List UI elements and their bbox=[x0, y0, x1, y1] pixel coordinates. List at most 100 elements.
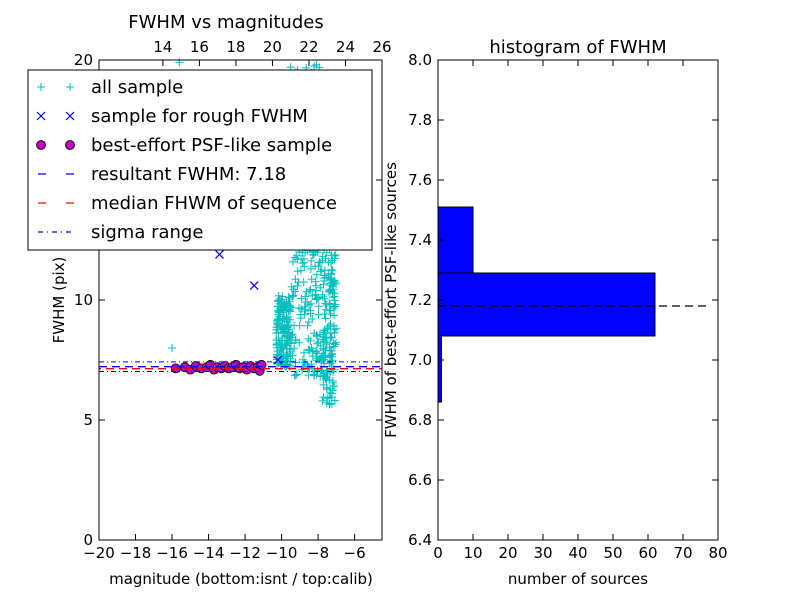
all-sample-point bbox=[323, 394, 332, 403]
y-tick-label: 6.4 bbox=[408, 531, 432, 549]
left-y-axis-label: FWHM (pix) bbox=[50, 257, 68, 344]
all-sample-point bbox=[283, 352, 292, 361]
all-sample-point bbox=[316, 283, 325, 292]
all-sample-point bbox=[307, 275, 316, 284]
y-tick-label: 7.4 bbox=[408, 231, 432, 249]
all-sample-point bbox=[291, 335, 300, 344]
all-sample-point bbox=[304, 334, 313, 343]
x-tick-label: 70 bbox=[673, 544, 692, 562]
all-sample-point bbox=[319, 393, 328, 402]
all-sample-point bbox=[310, 329, 319, 338]
all-sample-point bbox=[280, 360, 289, 369]
legend-entry: median FHWM of sequence bbox=[38, 193, 337, 214]
all-sample-point bbox=[311, 286, 320, 295]
all-sample-point bbox=[330, 254, 339, 263]
all-sample-point bbox=[305, 346, 314, 355]
all-sample-point bbox=[326, 309, 335, 318]
all-sample-point bbox=[312, 60, 321, 69]
all-sample-point bbox=[331, 302, 340, 311]
all-sample-point bbox=[292, 251, 301, 260]
all-sample-point bbox=[322, 338, 331, 347]
x-tick-label: −6 bbox=[344, 544, 366, 562]
top-tick-label: 20 bbox=[263, 38, 282, 56]
x-tick-label: −18 bbox=[120, 544, 152, 562]
all-sample-point bbox=[310, 371, 319, 380]
all-sample-point bbox=[321, 305, 330, 314]
all-sample-point bbox=[316, 258, 325, 267]
top-tick-label: 26 bbox=[372, 38, 391, 56]
legend-marker bbox=[37, 83, 45, 91]
all-sample-point bbox=[293, 281, 302, 290]
all-sample-point bbox=[319, 372, 328, 381]
top-tick-label: 22 bbox=[299, 38, 318, 56]
all-sample-point bbox=[331, 250, 340, 259]
x-tick-label: 0 bbox=[433, 544, 443, 562]
all-sample-point bbox=[325, 399, 334, 408]
y-tick-label: 5 bbox=[83, 411, 93, 429]
all-sample-point bbox=[322, 376, 331, 385]
all-sample-point bbox=[321, 328, 330, 337]
rough-sample-point bbox=[249, 281, 259, 291]
y-tick-label: 0 bbox=[83, 531, 93, 549]
all-sample-point bbox=[304, 345, 313, 354]
all-sample-point bbox=[330, 289, 339, 298]
all-sample-point bbox=[279, 314, 288, 323]
right-tick-layer: 0 10 20 30 40 50 60 70 80 6.4 6.6 6.8 7.0 7.2 7.4 7.6 7.… bbox=[408, 51, 727, 562]
histogram-bar bbox=[437, 335, 442, 403]
x-tick-label: 80 bbox=[708, 544, 727, 562]
x-tick-label: −12 bbox=[229, 544, 261, 562]
left-x-axis-label: magnitude (bottom:isnt / top:calib) bbox=[109, 570, 373, 588]
top-tick-label: 24 bbox=[336, 38, 355, 56]
all-sample-point bbox=[326, 320, 335, 329]
rough-sample-point bbox=[215, 249, 224, 259]
right-x-axis-label: number of sources bbox=[508, 570, 648, 588]
right-plot-title: histogram of FWHM bbox=[489, 37, 666, 58]
all-sample-point bbox=[282, 333, 291, 342]
x-tick-label: 30 bbox=[533, 544, 552, 562]
all-sample-point bbox=[306, 336, 315, 345]
all-sample-point bbox=[329, 293, 338, 302]
x-tick-label: −16 bbox=[156, 544, 188, 562]
all-sample-point bbox=[303, 321, 312, 330]
all-sample-point bbox=[325, 322, 334, 331]
legend-label: sigma range bbox=[91, 222, 203, 243]
all-sample-point bbox=[298, 259, 307, 268]
legend-marker bbox=[36, 140, 46, 150]
all-sample-point bbox=[296, 266, 305, 275]
legend-label: resultant FWHM: 7.18 bbox=[91, 164, 286, 185]
all-sample-point bbox=[321, 346, 330, 355]
all-sample-point bbox=[279, 348, 288, 357]
all-sample-point bbox=[294, 304, 303, 313]
all-sample-point bbox=[276, 354, 285, 363]
all-sample-point bbox=[313, 349, 322, 358]
all-sample-point bbox=[308, 352, 317, 361]
left-plot-title: FWHM vs magnitudes bbox=[128, 12, 323, 33]
all-sample-point bbox=[326, 279, 335, 288]
all-sample-point bbox=[274, 291, 283, 300]
legend-entry: best-effort PSF-like sample bbox=[36, 135, 332, 156]
histogram-bar-layer bbox=[437, 206, 656, 403]
right-y-axis-label: FWHM of best-effort PSF-like sources bbox=[382, 162, 400, 438]
all-sample-point bbox=[314, 310, 323, 319]
left-tick-layer: −20−18−16−14−12−10−8−6051015201416182022… bbox=[74, 38, 392, 562]
legend-entry: resultant FWHM: 7.18 bbox=[38, 164, 286, 185]
all-sample-point bbox=[327, 356, 336, 365]
all-sample-point bbox=[318, 292, 327, 301]
hline-layer bbox=[99, 361, 382, 373]
x-tick-label: 10 bbox=[463, 544, 482, 562]
legend: all sample sample for rough FWHM best-effo… bbox=[27, 69, 373, 251]
all-sample-point bbox=[324, 258, 333, 267]
histogram-bar bbox=[437, 272, 656, 337]
fwhm-histogram-plot: 0 10 20 30 40 50 60 70 80 6.4 6.6 6.8 7.0 7.2 7.4 7.6 7.… bbox=[382, 37, 728, 588]
all-sample-point bbox=[329, 382, 338, 391]
all-sample-point bbox=[275, 295, 284, 304]
x-tick-label: −10 bbox=[266, 544, 298, 562]
all-sample-point bbox=[306, 309, 315, 318]
all-sample-point bbox=[277, 336, 286, 345]
all-sample-point bbox=[307, 256, 316, 265]
all-sample-point bbox=[309, 250, 318, 259]
all-sample-point bbox=[286, 303, 295, 312]
x-tick-label: 40 bbox=[568, 544, 587, 562]
all-sample-point bbox=[273, 319, 282, 328]
